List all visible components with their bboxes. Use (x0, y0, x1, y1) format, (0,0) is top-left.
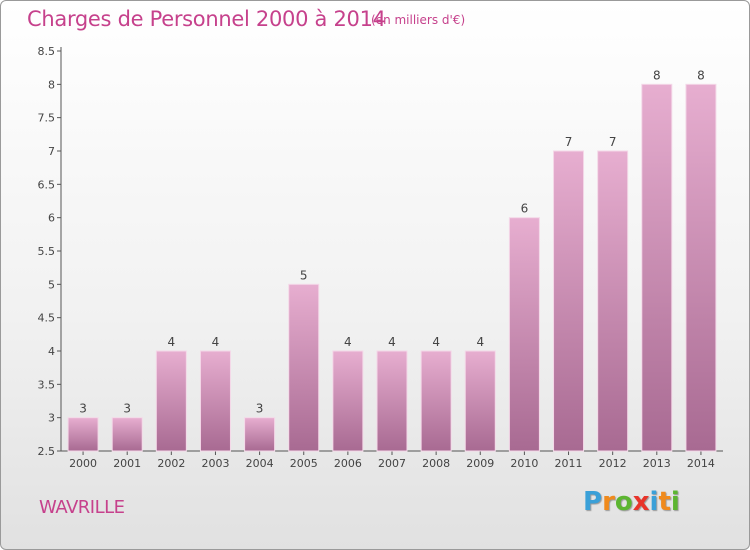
x-tick-label: 2010 (510, 457, 538, 470)
x-tick-label: 2012 (599, 457, 627, 470)
y-tick-label: 3.5 (38, 378, 56, 391)
x-tick-labels: 2000 2001 2002 2003 2004 2005 2006 2007 2008 2009… (69, 457, 715, 470)
data-label: 7 (609, 135, 617, 149)
data-label: 3 (256, 402, 264, 416)
y-tick-label: 8.5 (38, 45, 56, 58)
proxiti-logo: Proxiti (583, 487, 680, 517)
bar (685, 83, 717, 452)
y-tick-label: 4 (48, 345, 55, 358)
logo-letter: o (614, 487, 633, 517)
data-label: 8 (653, 68, 661, 82)
bar (288, 283, 320, 452)
data-label: 4 (388, 335, 396, 349)
x-tick-label: 2008 (422, 457, 450, 470)
x-tick-label: 2004 (246, 457, 274, 470)
x-tick-label: 2007 (378, 457, 406, 470)
x-tick-label: 2013 (643, 457, 671, 470)
logo-letter: i (670, 487, 680, 517)
bar (111, 417, 143, 452)
logo-letter: t (658, 487, 671, 517)
bar (464, 350, 496, 452)
data-label: 8 (697, 68, 705, 82)
logo-letter: r (602, 487, 615, 517)
y-tick-label: 5.5 (38, 245, 56, 258)
data-labels: 3 3 4 4 3 5 4 4 4 4 6 7 7 8 8 (79, 68, 705, 415)
bar (332, 350, 364, 452)
x-tick-label: 2000 (69, 457, 97, 470)
y-tick-labels: 2.5 3 3.5 4 4.5 5 5.5 6 6.5 7 7.5 8 8.5 (38, 45, 56, 458)
bar (508, 217, 540, 452)
y-tick-label: 6 (48, 212, 55, 225)
y-tick-label: 4.5 (38, 312, 56, 325)
data-label: 6 (521, 202, 529, 216)
data-label: 4 (212, 335, 220, 349)
x-tick-label: 2006 (334, 457, 362, 470)
data-label: 4 (432, 335, 440, 349)
x-tick-label: 2014 (687, 457, 715, 470)
x-tick-label: 2001 (113, 457, 141, 470)
x-tick-label: 2011 (555, 457, 583, 470)
x-tick-label: 2003 (201, 457, 229, 470)
logo-letter: i (649, 487, 659, 517)
x-tick-label: 2002 (157, 457, 185, 470)
data-label: 4 (476, 335, 484, 349)
y-tick-label: 6.5 (38, 178, 56, 191)
data-label: 4 (344, 335, 352, 349)
bar (67, 417, 99, 452)
data-label: 7 (565, 135, 573, 149)
y-tick-label: 8 (48, 78, 55, 91)
logo-letter: P (583, 487, 603, 517)
y-tick-label: 2.5 (38, 445, 56, 458)
y-tick-label: 7.5 (38, 112, 56, 125)
x-tick-label: 2009 (466, 457, 494, 470)
y-tick-label: 7 (48, 145, 55, 158)
town-name: WAVRILLE (39, 497, 125, 518)
bar (597, 150, 629, 452)
logo-letter: x (632, 487, 650, 517)
data-label: 4 (168, 335, 176, 349)
x-tick-label: 2005 (290, 457, 318, 470)
bar (244, 417, 276, 452)
y-tick-label: 3 (48, 412, 55, 425)
bars (67, 83, 717, 452)
bar (376, 350, 408, 452)
bar (641, 83, 673, 452)
data-label: 3 (123, 402, 131, 416)
bar (155, 350, 187, 452)
data-label: 5 (300, 268, 308, 282)
bar (553, 150, 585, 452)
unit-label: (en milliers d'€) (371, 13, 466, 27)
chart-title: Charges de Personnel 2000 à 2014 (27, 7, 386, 31)
data-label: 3 (79, 402, 87, 416)
bar (199, 350, 231, 452)
bar (420, 350, 452, 452)
y-tick-label: 5 (48, 278, 55, 291)
